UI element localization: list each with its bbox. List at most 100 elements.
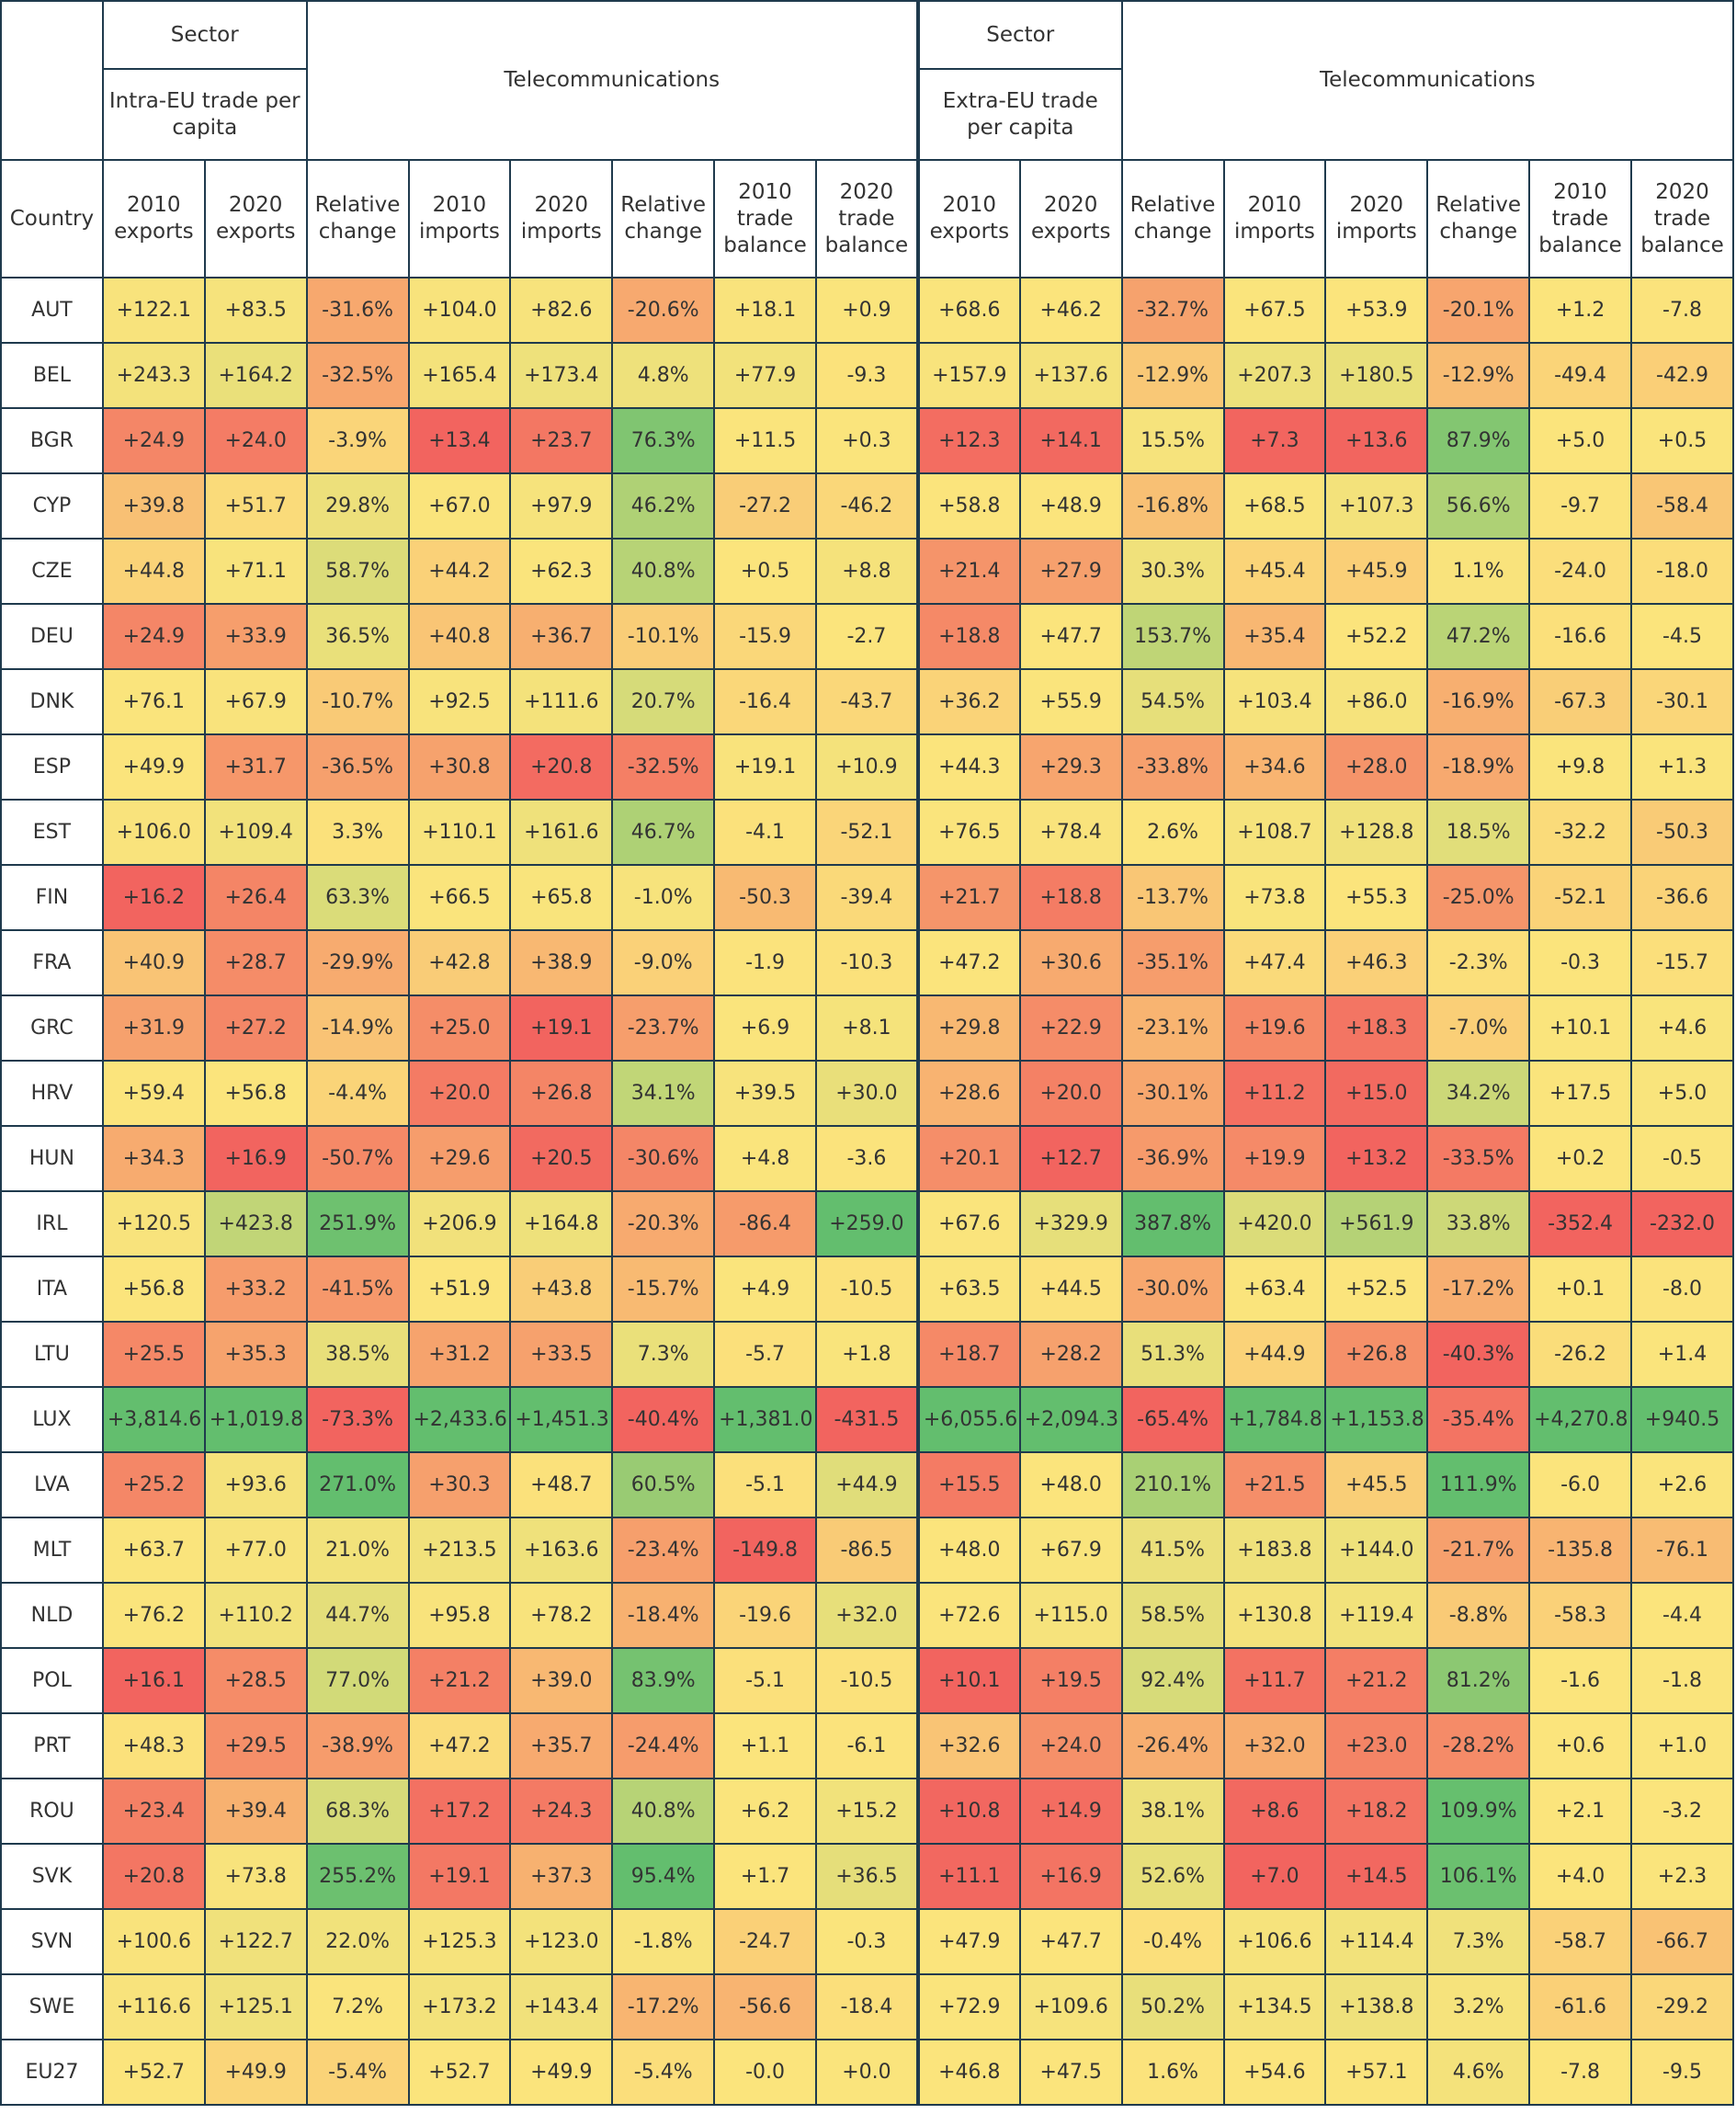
value-cell: +125.1: [203, 1973, 308, 2040]
value-cell: -149.8: [713, 1517, 817, 1584]
value-cell: +76.1: [101, 668, 206, 735]
value-cell: -9.5: [1630, 2039, 1734, 2106]
value-cell: +108.7: [1222, 799, 1327, 866]
value-cell: +8.8: [815, 538, 920, 605]
value-cell: 58.7%: [305, 538, 410, 605]
value-cell: +29.3: [1018, 733, 1123, 801]
value-cell: +10.1: [1528, 994, 1632, 1062]
value-cell: +55.9: [1018, 668, 1123, 735]
value-cell: 21.0%: [305, 1517, 410, 1584]
value-cell: -13.7%: [1120, 864, 1225, 931]
value-cell: -12.9%: [1120, 342, 1225, 409]
value-cell: +6.9: [713, 994, 817, 1062]
value-cell: -5.1: [713, 1647, 817, 1714]
data-row: DEU +24.9 +33.9 36.5% +40.8 +36.7 -10.1% -15.9-…: [0, 603, 1734, 670]
value-cell: +28.7: [203, 929, 308, 996]
value-cell: +114.4: [1324, 1908, 1429, 1975]
value-cell: -7.8: [1528, 2039, 1632, 2106]
value-cell: 87.9%: [1426, 407, 1531, 474]
value-cell: +45.9: [1324, 538, 1429, 605]
value-cell: +56.8: [101, 1256, 206, 1323]
value-cell: -10.3: [815, 929, 920, 996]
value-cell: +243.3: [101, 342, 206, 409]
value-cell: 106.1%: [1426, 1843, 1531, 1910]
value-cell: +78.2: [509, 1582, 614, 1649]
value-cell: +18.8: [916, 603, 1021, 670]
value-cell: +65.8: [509, 864, 614, 931]
trade-header: Intra-EU trade per capita: [101, 68, 308, 161]
value-cell: -2.3%: [1426, 929, 1531, 996]
value-cell: +30.0: [815, 1060, 920, 1127]
value-cell: +1,784.8: [1222, 1386, 1327, 1453]
value-cell: -61.6: [1528, 1973, 1632, 2040]
value-cell: +122.1: [101, 277, 206, 344]
value-cell: +47.7: [1018, 603, 1123, 670]
value-cell: -7.8: [1630, 277, 1734, 344]
value-cell: 251.9%: [305, 1190, 410, 1257]
value-cell: -3.2: [1630, 1778, 1734, 1845]
value-cell: -16.6: [1528, 603, 1632, 670]
value-cell: -431.5: [815, 1386, 920, 1453]
value-cell: +67.0: [407, 472, 512, 540]
value-cell: +125.3: [407, 1908, 512, 1975]
value-cell: +55.3: [1324, 864, 1429, 931]
country-cell: LVA: [0, 1451, 104, 1518]
value-cell: +51.9: [407, 1256, 512, 1323]
value-cell: 29.8%: [305, 472, 410, 540]
value-cell: +52.5: [1324, 1256, 1429, 1323]
value-cell: +46.2: [1018, 277, 1123, 344]
country-cell: BGR: [0, 407, 104, 474]
value-cell: +116.6: [101, 1973, 206, 2040]
value-cell: +63.5: [916, 1256, 1021, 1323]
value-cell: +26.8: [509, 1060, 614, 1127]
value-cell: +32.6: [916, 1712, 1021, 1779]
value-cell: +10.8: [916, 1778, 1021, 1845]
value-cell: +29.8: [916, 994, 1021, 1062]
value-cell: +72.9: [916, 1973, 1021, 2040]
value-cell: +12.3: [916, 407, 1021, 474]
value-cell: +1.1: [713, 1712, 817, 1779]
value-cell: +180.5: [1324, 342, 1429, 409]
data-row: EST +106.0 +109.4 3.3% +110.1 +161.6 46.7% -4.1…: [0, 799, 1734, 866]
value-cell: -26.4%: [1120, 1712, 1225, 1779]
value-cell: +47.2: [916, 929, 1021, 996]
value-cell: -50.3: [1630, 799, 1734, 866]
column-header: Relative change: [1120, 159, 1225, 278]
value-cell: +561.9: [1324, 1190, 1429, 1257]
value-cell: -17.2%: [1426, 1256, 1531, 1323]
value-cell: +0.0: [815, 2039, 920, 2106]
value-cell: +1,019.8: [203, 1386, 308, 1453]
value-cell: -33.8%: [1120, 733, 1225, 801]
value-cell: -15.7%: [611, 1256, 716, 1323]
value-cell: 111.9%: [1426, 1451, 1531, 1518]
value-cell: +43.8: [509, 1256, 614, 1323]
value-cell: -32.5%: [305, 342, 410, 409]
value-cell: +18.7: [916, 1321, 1021, 1388]
value-cell: 109.9%: [1426, 1778, 1531, 1845]
value-cell: +54.6: [1222, 2039, 1327, 2106]
value-cell: -4.4%: [305, 1060, 410, 1127]
value-cell: +20.8: [101, 1843, 206, 1910]
value-cell: +39.5: [713, 1060, 817, 1127]
sector-header: Sector: [916, 0, 1123, 70]
value-cell: +52.2: [1324, 603, 1429, 670]
value-cell: +68.6: [916, 277, 1021, 344]
value-cell: +15.5: [916, 1451, 1021, 1518]
value-cell: -4.5: [1630, 603, 1734, 670]
value-cell: -10.5: [815, 1256, 920, 1323]
value-cell: +30.3: [407, 1451, 512, 1518]
value-cell: +24.3: [509, 1778, 614, 1845]
value-cell: +83.5: [203, 277, 308, 344]
value-cell: +48.7: [509, 1451, 614, 1518]
value-cell: +34.3: [101, 1125, 206, 1192]
trade-header: Extra-EU trade per capita: [916, 68, 1123, 161]
value-cell: -20.1%: [1426, 277, 1531, 344]
value-cell: 18.5%: [1426, 799, 1531, 866]
country-cell: AUT: [0, 277, 104, 344]
value-cell: +47.7: [1018, 1908, 1123, 1975]
value-cell: +4.6: [1630, 994, 1734, 1062]
value-cell: +36.7: [509, 603, 614, 670]
value-cell: -36.6: [1630, 864, 1734, 931]
value-cell: +213.5: [407, 1517, 512, 1584]
value-cell: +48.3: [101, 1712, 206, 1779]
